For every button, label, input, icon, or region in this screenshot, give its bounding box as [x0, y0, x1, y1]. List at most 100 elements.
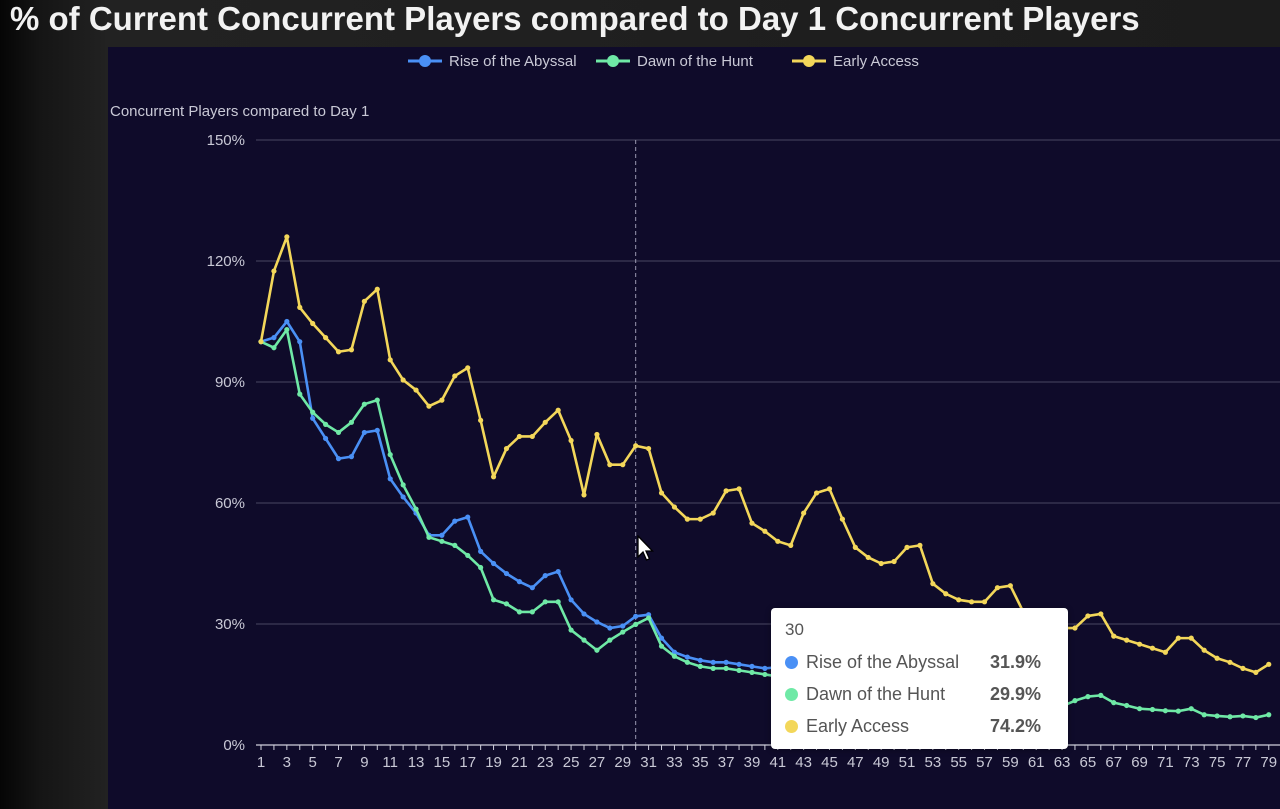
data-point-early-access [671, 504, 678, 510]
data-point-dawn-of-the-hunt [1124, 702, 1130, 709]
x-tick-label: 51 [899, 754, 916, 771]
data-point-dawn-of-the-hunt [1162, 708, 1168, 714]
data-point-rise-of-the-abyssal [620, 623, 626, 629]
data-point-early-access [1175, 635, 1181, 641]
data-point-dawn-of-the-hunt [1214, 713, 1220, 719]
x-tick-label: 17 [459, 754, 476, 771]
data-point-dawn-of-the-hunt [568, 627, 574, 633]
data-point-early-access [1149, 645, 1156, 651]
x-tick-label: 9 [360, 754, 368, 771]
data-point-early-access [1007, 583, 1013, 589]
legend-item-early-access[interactable]: Early Access [792, 53, 919, 70]
data-point-early-access [762, 528, 768, 534]
data-point-dawn-of-the-hunt [348, 419, 355, 425]
data-point-early-access [1266, 661, 1272, 667]
tooltip-series-name: Early Access [806, 716, 910, 736]
data-point-early-access [1188, 635, 1194, 641]
data-point-early-access [852, 544, 858, 550]
data-point-early-access [258, 339, 264, 345]
data-point-dawn-of-the-hunt [452, 542, 458, 548]
y-tick-label: 60% [215, 495, 245, 512]
tooltip-series-name: Dawn of the Hunt [806, 684, 946, 704]
x-tick-label: 19 [485, 754, 502, 771]
data-point-early-access [581, 492, 587, 498]
data-point-rise-of-the-abyssal [465, 514, 471, 520]
data-point-early-access [426, 403, 432, 409]
x-tick-label: 11 [382, 754, 398, 771]
data-point-early-access [478, 417, 484, 423]
tooltip-series-value: 74.2% [989, 716, 1041, 736]
data-point-early-access [917, 542, 923, 548]
data-point-rise-of-the-abyssal [478, 548, 484, 554]
series-color-dot [785, 720, 798, 733]
tooltip-row-rise-of-the-abyssal: Rise of the Abyssal 31.9% [785, 650, 1055, 676]
x-tick-label: 63 [1054, 754, 1071, 771]
data-point-dawn-of-the-hunt [284, 326, 290, 333]
data-point-dawn-of-the-hunt [1072, 698, 1078, 704]
data-point-dawn-of-the-hunt [633, 621, 639, 628]
data-point-rise-of-the-abyssal [387, 476, 393, 482]
mouse-pointer-icon [637, 535, 654, 561]
x-tick-label: 31 [640, 754, 657, 771]
legend-item-rise-of-the-abyssal[interactable]: Rise of the Abyssal [408, 53, 577, 70]
x-tick-label: 13 [408, 754, 425, 771]
data-point-dawn-of-the-hunt [310, 409, 316, 415]
data-point-early-access [981, 599, 988, 605]
data-point-early-access [1240, 665, 1246, 671]
data-point-early-access [865, 554, 871, 561]
x-tick-label: 53 [924, 754, 941, 771]
data-point-rise-of-the-abyssal [297, 339, 303, 345]
data-point-early-access [943, 591, 949, 597]
data-point-dawn-of-the-hunt [697, 663, 703, 669]
data-point-rise-of-the-abyssal [594, 619, 600, 625]
data-point-dawn-of-the-hunt [1085, 694, 1091, 700]
data-point-dawn-of-the-hunt [323, 421, 329, 427]
legend-label: Rise of the Abyssal [449, 53, 577, 70]
data-point-rise-of-the-abyssal [568, 597, 574, 603]
data-point-dawn-of-the-hunt [1253, 714, 1259, 721]
data-point-early-access [1227, 659, 1233, 665]
data-point-early-access [490, 474, 497, 480]
data-point-early-access [710, 510, 716, 516]
data-point-dawn-of-the-hunt [400, 482, 406, 488]
y-tick-label: 120% [207, 253, 245, 270]
data-point-dawn-of-the-hunt [607, 637, 613, 643]
data-point-rise-of-the-abyssal [310, 415, 316, 421]
data-point-rise-of-the-abyssal [452, 518, 458, 524]
tooltip-row-early-access: Early Access 74.2% [785, 714, 1055, 740]
axis-layer: 0%30%60%90%120%150%1 3 5 7 9 11 13 15 17 19 21 23 25… [207, 132, 1280, 771]
data-point-early-access [594, 431, 600, 438]
data-point-rise-of-the-abyssal [323, 435, 329, 442]
data-point-dawn-of-the-hunt [1098, 692, 1104, 698]
chart-panel: 0% 30% 60% 90% 120% 150% 1 3 5 7 9 11 13 15 17 19 21 23 25… [108, 47, 1280, 809]
x-tick-label: 27 [589, 754, 606, 771]
data-point-dawn-of-the-hunt [594, 647, 600, 653]
legend-item-dawn-of-the-hunt[interactable]: Dawn of the Hunt [596, 53, 754, 70]
data-point-rise-of-the-abyssal [490, 560, 497, 567]
data-point-early-access [413, 387, 419, 393]
data-point-dawn-of-the-hunt [1149, 706, 1156, 713]
data-point-dawn-of-the-hunt [710, 665, 716, 671]
y-tick-label: 30% [215, 616, 245, 633]
x-tick-label: 29 [614, 754, 631, 771]
data-point-early-access [387, 357, 393, 363]
data-point-rise-of-the-abyssal [503, 570, 510, 577]
data-point-dawn-of-the-hunt [503, 601, 510, 607]
data-point-dawn-of-the-hunt [439, 538, 445, 544]
data-point-early-access [826, 486, 833, 492]
data-point-rise-of-the-abyssal [555, 568, 561, 575]
x-tick-label: 41 [769, 754, 786, 771]
data-point-dawn-of-the-hunt [555, 599, 561, 605]
tooltip: 30 Rise of the Abyssal 31.9% Dawn of the… [771, 608, 1068, 749]
data-point-early-access [1072, 625, 1078, 631]
data-point-rise-of-the-abyssal [581, 611, 587, 617]
data-point-dawn-of-the-hunt [684, 659, 690, 665]
data-point-rise-of-the-abyssal [374, 427, 380, 433]
data-point-rise-of-the-abyssal [400, 494, 406, 500]
legend-marker [607, 55, 619, 67]
line-chart[interactable]: 0%30%60%90%120%150%1 3 5 7 9 11 13 15 17 19 21 23 25… [108, 47, 1280, 809]
data-point-rise-of-the-abyssal [762, 665, 768, 671]
data-point-early-access [1214, 655, 1220, 661]
tooltip-series-value: 31.9% [989, 652, 1041, 672]
y-tick-label: 0% [223, 737, 245, 754]
